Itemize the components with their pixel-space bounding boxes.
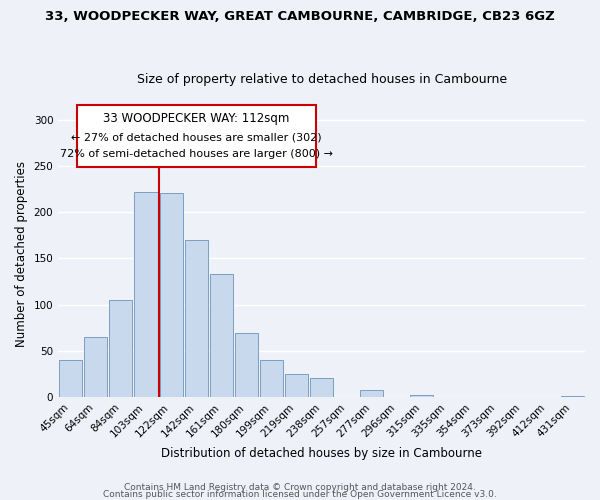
Bar <box>160 193 182 397</box>
Bar <box>134 192 158 397</box>
Bar <box>360 390 383 397</box>
Bar <box>285 374 308 397</box>
Text: 33, WOODPECKER WAY, GREAT CAMBOURNE, CAMBRIDGE, CB23 6GZ: 33, WOODPECKER WAY, GREAT CAMBOURNE, CAM… <box>45 10 555 23</box>
Bar <box>410 395 433 397</box>
Bar <box>235 334 258 397</box>
Text: Contains HM Land Registry data © Crown copyright and database right 2024.: Contains HM Land Registry data © Crown c… <box>124 484 476 492</box>
Text: Contains public sector information licensed under the Open Government Licence v3: Contains public sector information licen… <box>103 490 497 499</box>
Text: 33 WOODPECKER WAY: 112sqm: 33 WOODPECKER WAY: 112sqm <box>103 112 290 125</box>
Text: 72% of semi-detached houses are larger (800) →: 72% of semi-detached houses are larger (… <box>60 150 333 160</box>
Bar <box>310 378 333 397</box>
Y-axis label: Number of detached properties: Number of detached properties <box>15 161 28 347</box>
X-axis label: Distribution of detached houses by size in Cambourne: Distribution of detached houses by size … <box>161 447 482 460</box>
Bar <box>561 396 584 397</box>
Bar <box>84 337 107 397</box>
Bar <box>260 360 283 397</box>
FancyBboxPatch shape <box>77 105 316 166</box>
Bar <box>185 240 208 397</box>
Bar <box>59 360 82 397</box>
Text: ← 27% of detached houses are smaller (302): ← 27% of detached houses are smaller (30… <box>71 132 322 142</box>
Title: Size of property relative to detached houses in Cambourne: Size of property relative to detached ho… <box>137 73 506 86</box>
Bar <box>209 274 233 397</box>
Bar <box>109 300 133 397</box>
